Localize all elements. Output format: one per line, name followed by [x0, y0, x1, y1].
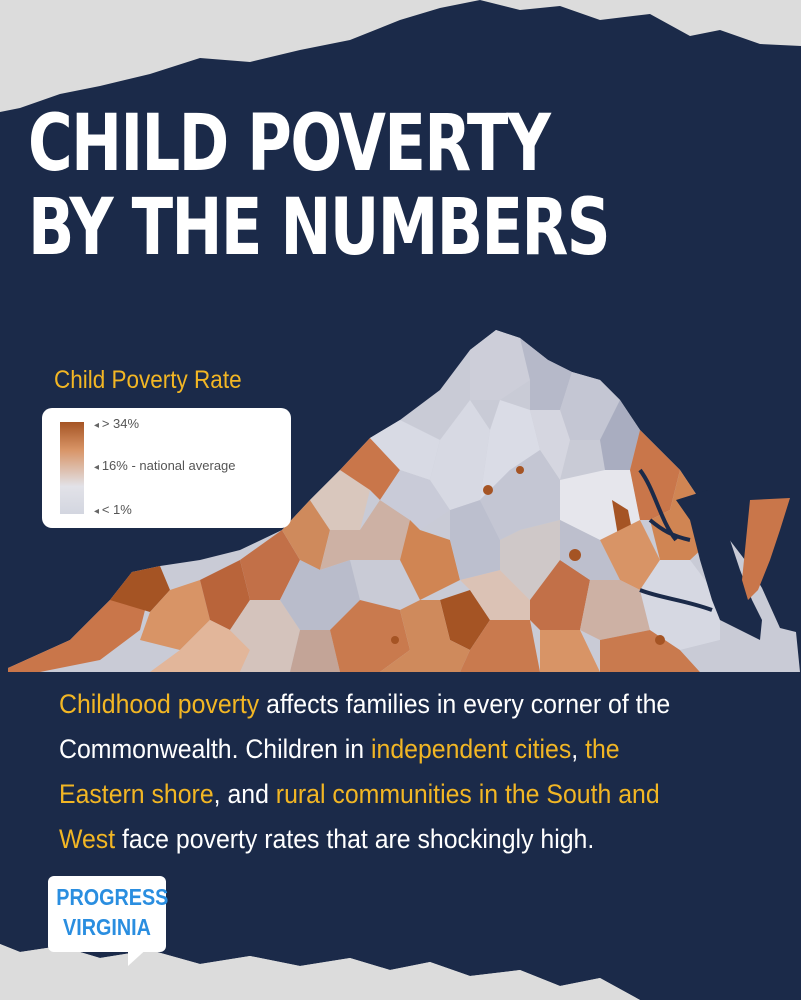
map-region	[150, 620, 250, 672]
map-region	[560, 372, 620, 440]
body-segment: affects families in every corner of the …	[59, 689, 671, 764]
legend-color-ramp	[60, 422, 84, 514]
map-region	[430, 400, 490, 510]
body-segment: the Eastern shore	[59, 734, 620, 809]
progress-virginia-logo: PROGRESS VIRGINIA	[48, 876, 169, 952]
title-line-1: CHILD POVERTY	[28, 99, 551, 189]
map-region	[520, 338, 572, 410]
map-region	[230, 600, 300, 672]
body-segment: ,	[571, 734, 586, 764]
map-region	[140, 580, 210, 650]
map-region	[240, 530, 300, 600]
map-region	[460, 620, 540, 672]
map-region	[480, 450, 560, 540]
map-region	[640, 560, 720, 650]
map-region	[200, 560, 250, 630]
body-segment: independent cities	[371, 734, 572, 764]
logo-line-1: PROGRESS	[56, 884, 169, 910]
map-region	[110, 566, 170, 612]
body-paragraph: Childhood poverty affects families in ev…	[59, 682, 703, 862]
map-region	[540, 630, 600, 672]
map-region	[680, 640, 760, 672]
logo-speech-tail	[128, 946, 150, 966]
legend-mid-label: 16% - national average	[94, 458, 236, 473]
independent-cities	[391, 466, 665, 645]
map-region	[380, 600, 470, 672]
map-region	[330, 600, 410, 672]
legend-high-label: > 34%	[94, 416, 139, 431]
map-region	[440, 590, 490, 650]
map-region	[580, 580, 650, 640]
map-region	[320, 500, 410, 570]
map-region	[282, 500, 330, 570]
map-region	[600, 400, 640, 470]
body-segment: rural communities in the South and West	[59, 779, 660, 854]
map-region	[470, 330, 530, 400]
body-segment: face poverty rates that are shockingly h…	[115, 824, 595, 854]
city-dot	[569, 549, 581, 561]
map-region	[400, 520, 460, 600]
body-segment: , and	[213, 779, 276, 809]
map-region	[280, 560, 360, 630]
title-line-2: BY THE NUMBERS	[28, 183, 611, 273]
map-legend: > 34% 16% - national average < 1%	[42, 408, 291, 528]
body-segment: Childhood poverty	[59, 689, 260, 719]
map-region	[600, 630, 700, 672]
map-region	[630, 430, 680, 520]
virginia-map	[8, 330, 800, 672]
map-region	[290, 630, 340, 672]
legend-title: Child Poverty Rate	[54, 366, 242, 394]
legend-low-label: < 1%	[94, 502, 132, 517]
map-region	[450, 500, 500, 580]
map-region	[340, 438, 400, 500]
chesapeake-bay	[676, 490, 762, 640]
map-region	[480, 400, 540, 500]
map-region	[560, 520, 620, 580]
river-estuary	[638, 468, 713, 612]
page-title: CHILD POVERTY BY THE NUMBERS	[28, 99, 611, 273]
map-region	[380, 470, 450, 530]
eastern-shore	[742, 498, 790, 600]
map-region	[600, 520, 660, 590]
map-region	[530, 410, 570, 480]
torn-paper-top	[0, 0, 801, 112]
city-dot	[516, 466, 524, 474]
city-dot	[483, 485, 493, 495]
city-dot	[391, 636, 399, 644]
logo-line-2: VIRGINIA	[63, 914, 151, 940]
map-region	[310, 470, 370, 530]
map-region	[370, 420, 440, 480]
map-region	[530, 560, 590, 630]
torn-paper-bottom	[0, 944, 640, 1000]
city-dot	[655, 635, 665, 645]
